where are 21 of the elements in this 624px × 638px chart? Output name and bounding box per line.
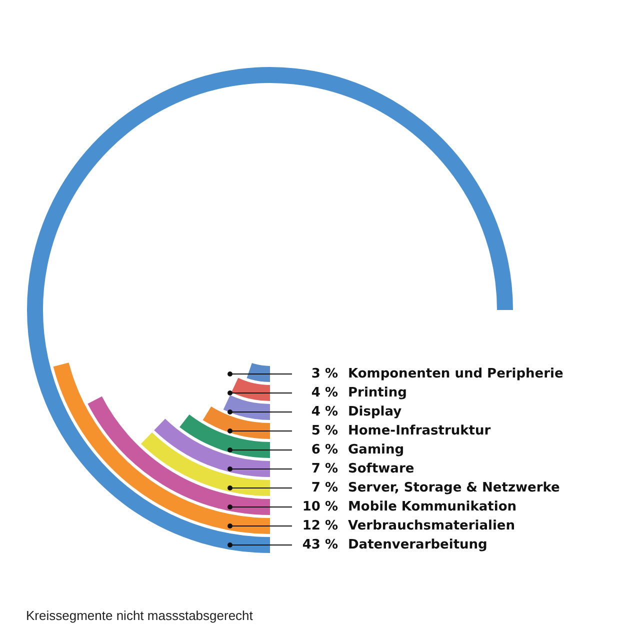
data-label: 10 % xyxy=(302,499,338,514)
data-label: 43 % xyxy=(302,537,338,552)
category-label: Printing xyxy=(348,385,407,400)
category-label: Software xyxy=(348,461,414,476)
category-label: Gaming xyxy=(348,442,404,458)
category-label: Home-Infrastruktur xyxy=(348,423,492,438)
data-label: 7 % xyxy=(311,480,338,496)
category-label: Display xyxy=(348,404,402,420)
text: Kreissegmente nicht massstabsgerecht xyxy=(26,608,253,623)
data-label: 3 % xyxy=(311,366,338,382)
data-label: 4 % xyxy=(311,385,338,400)
data-label: 4 % xyxy=(311,404,338,420)
category-label: Verbrauchsmaterialien xyxy=(348,518,515,534)
category-label: Mobile Kommunikation xyxy=(348,499,517,514)
category-label: Komponenten und Peripherie xyxy=(348,366,564,382)
data-label: 7 % xyxy=(311,461,338,476)
data-label: 12 % xyxy=(302,518,338,534)
data-label: 5 % xyxy=(311,423,338,438)
category-label: Datenverarbeitung xyxy=(348,537,488,552)
data-label: 6 % xyxy=(311,442,338,458)
category-label: Server, Storage & Netzwerke xyxy=(348,480,560,496)
